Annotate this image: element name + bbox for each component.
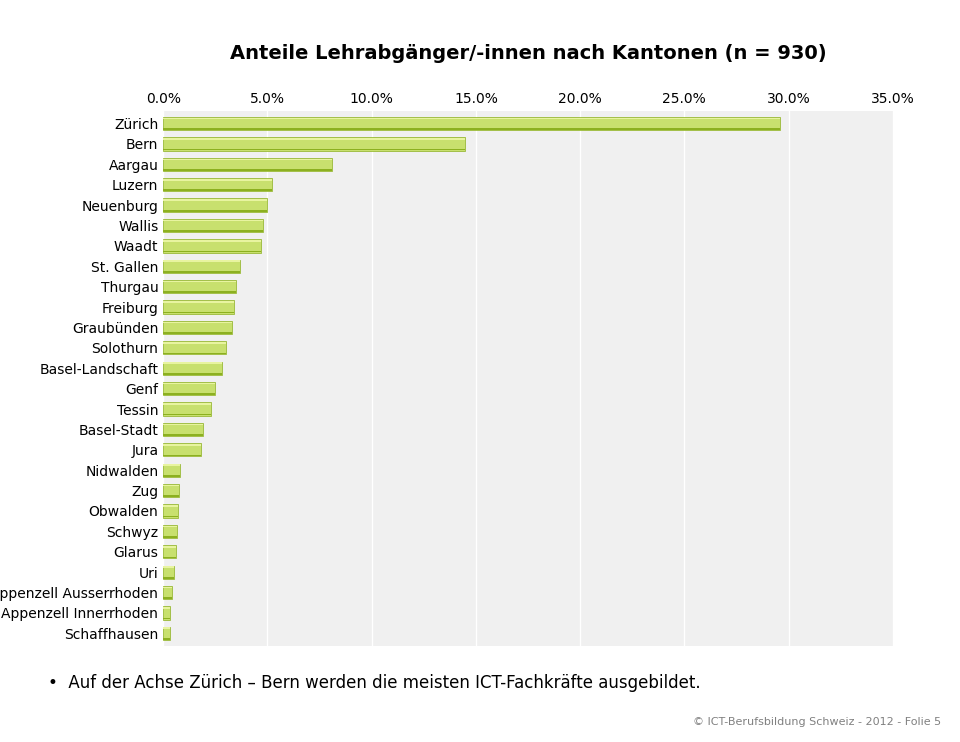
Bar: [163, 361, 222, 375]
Bar: [163, 148, 466, 151]
Bar: [163, 444, 201, 446]
Bar: [163, 382, 215, 395]
Bar: [163, 496, 179, 497]
Bar: [163, 464, 180, 466]
Bar: [163, 402, 211, 416]
Bar: [163, 607, 170, 608]
Bar: [163, 597, 172, 599]
Bar: [163, 362, 222, 364]
Bar: [163, 383, 215, 384]
Bar: [163, 341, 226, 355]
Bar: [163, 393, 215, 395]
Bar: [163, 169, 332, 171]
Text: Anteile Lehrabgänger/-innen nach Kantonen (n = 930): Anteile Lehrabgänger/-innen nach Kantone…: [229, 45, 827, 63]
Bar: [163, 505, 178, 518]
Bar: [163, 627, 170, 640]
Bar: [163, 505, 178, 507]
Bar: [163, 158, 332, 171]
Bar: [163, 321, 232, 334]
Bar: [163, 137, 466, 151]
Bar: [163, 200, 268, 201]
Bar: [163, 159, 332, 160]
Bar: [163, 403, 211, 405]
Bar: [163, 301, 234, 303]
Bar: [163, 525, 177, 538]
Bar: [163, 516, 178, 517]
Bar: [163, 312, 234, 313]
Bar: [163, 189, 272, 191]
Bar: [163, 332, 232, 334]
Text: •  Auf der Achse Zürich – Bern werden die meisten ICT-Fachkräfte ausgebildet.: • Auf der Achse Zürich – Bern werden die…: [48, 674, 701, 692]
Bar: [163, 117, 780, 130]
Bar: [163, 271, 240, 273]
Bar: [163, 628, 170, 629]
Bar: [163, 565, 175, 579]
Bar: [163, 455, 201, 456]
Bar: [163, 301, 234, 314]
Bar: [163, 556, 176, 558]
Bar: [163, 281, 236, 283]
Bar: [163, 118, 780, 119]
Bar: [163, 220, 263, 221]
Bar: [163, 424, 203, 425]
Bar: [163, 128, 780, 130]
Bar: [163, 280, 236, 293]
Text: © ICT-Berufsbildung Schweiz - 2012 - Folie 5: © ICT-Berufsbildung Schweiz - 2012 - Fol…: [693, 718, 941, 727]
Bar: [163, 546, 176, 548]
Bar: [163, 210, 268, 211]
Bar: [163, 423, 203, 436]
Bar: [163, 525, 177, 527]
Bar: [163, 484, 179, 497]
Bar: [163, 606, 170, 620]
Bar: [163, 251, 261, 252]
Bar: [163, 321, 232, 324]
Bar: [163, 230, 263, 232]
Bar: [163, 566, 175, 568]
Bar: [163, 179, 272, 180]
Bar: [163, 617, 170, 620]
Bar: [163, 434, 203, 436]
Bar: [163, 638, 170, 640]
Bar: [163, 260, 240, 273]
Bar: [163, 178, 272, 191]
Bar: [163, 239, 261, 252]
Bar: [163, 577, 175, 579]
Bar: [163, 545, 176, 559]
Bar: [163, 586, 172, 599]
Bar: [163, 352, 226, 354]
Bar: [163, 342, 226, 344]
Bar: [163, 260, 240, 262]
Bar: [163, 138, 466, 139]
Bar: [163, 219, 263, 232]
Bar: [163, 373, 222, 375]
Bar: [163, 464, 180, 477]
Bar: [163, 198, 268, 211]
Bar: [163, 443, 201, 456]
Bar: [163, 536, 177, 538]
Bar: [163, 475, 180, 476]
Bar: [163, 485, 179, 487]
Bar: [163, 240, 261, 242]
Bar: [163, 587, 172, 588]
Bar: [163, 414, 211, 416]
Bar: [163, 292, 236, 293]
